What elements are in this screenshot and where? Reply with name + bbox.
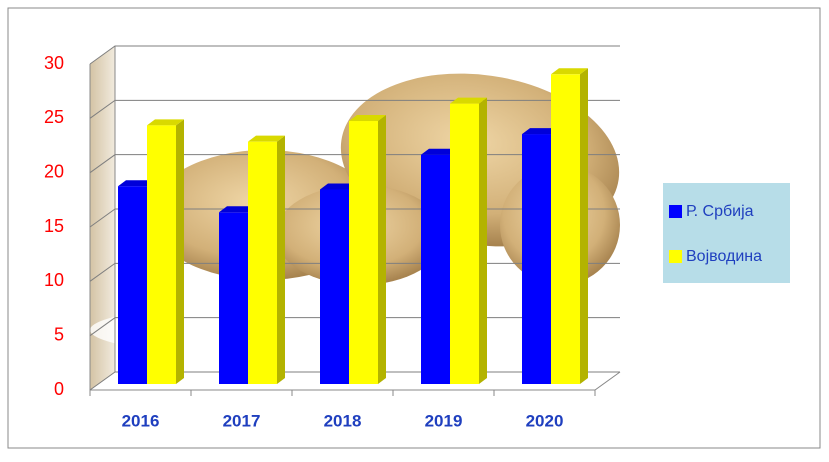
x-tick-label: 2017 bbox=[223, 411, 261, 430]
bar bbox=[421, 154, 450, 384]
bar bbox=[551, 74, 580, 385]
x-tick-label: 2018 bbox=[324, 411, 362, 430]
bar-top bbox=[551, 68, 588, 75]
bar bbox=[450, 103, 479, 384]
bar-side bbox=[277, 135, 285, 384]
bar-top bbox=[147, 119, 184, 126]
bar-top bbox=[349, 115, 386, 122]
x-tick-label: 2016 bbox=[122, 411, 160, 430]
bar bbox=[118, 186, 147, 384]
bar-top bbox=[421, 148, 458, 155]
legend-label: Р. Србија bbox=[686, 203, 754, 220]
bar-side bbox=[378, 115, 386, 384]
x-tick-label: 2019 bbox=[425, 411, 463, 430]
bar-top bbox=[219, 206, 256, 213]
legend-box bbox=[663, 183, 790, 283]
y-tick-label: 25 bbox=[44, 107, 64, 127]
bar bbox=[219, 212, 248, 384]
y-tick-label: 20 bbox=[44, 161, 64, 181]
y-tick-label: 15 bbox=[44, 216, 64, 236]
bar-top bbox=[320, 183, 357, 190]
bar-side bbox=[479, 97, 487, 384]
legend-swatch bbox=[669, 250, 682, 263]
grid-line bbox=[89, 45, 620, 65]
grid-line bbox=[89, 99, 620, 119]
bar-side bbox=[176, 119, 184, 384]
y-tick-label: 5 bbox=[54, 324, 64, 344]
bar bbox=[349, 121, 378, 384]
bar bbox=[248, 141, 277, 384]
bar bbox=[147, 125, 176, 384]
legend-swatch bbox=[669, 205, 682, 218]
legend-label: Војводина bbox=[686, 248, 762, 265]
bar-top bbox=[118, 180, 155, 187]
bar-top bbox=[248, 135, 285, 142]
y-tick-label: 10 bbox=[44, 270, 64, 290]
bar-top bbox=[522, 128, 559, 135]
y-tick-label: 0 bbox=[54, 379, 64, 399]
y-tick-label: 30 bbox=[44, 53, 64, 73]
bar bbox=[522, 134, 551, 384]
x-tick-label: 2020 bbox=[526, 411, 564, 430]
bar bbox=[320, 189, 349, 384]
bar-top bbox=[450, 97, 487, 104]
bar-side bbox=[580, 68, 588, 385]
